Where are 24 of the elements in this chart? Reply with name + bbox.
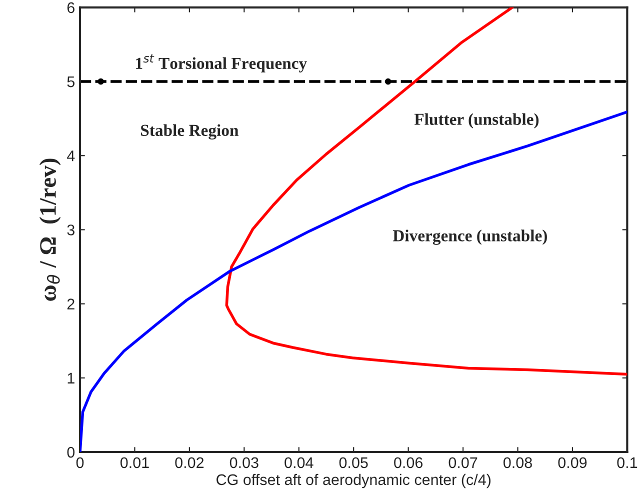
x-tick-label: 0.08 [503,457,532,468]
x-axis-title: CG offset aft of aerodynamic center (c/4) [216,474,491,488]
y-tick-label: 6 [67,2,74,14]
y-tick-label: 2 [67,298,74,310]
ref-line-label: 1$^{st}$ Torsional Frequency [136,54,307,72]
x-tick-label: 0.02 [175,457,204,468]
y-tick-label: 1 [68,372,74,384]
x-tick-label: 0 [76,457,84,468]
x-tick-label: 0.01 [120,457,149,468]
x-tick-label: 0.1 [617,457,638,468]
x-tick-label: 0.03 [230,457,258,468]
y-tick-label: 3 [67,224,74,236]
annotation: Flutter (unstable) [414,113,539,128]
x-tick-label: 0.05 [339,457,368,468]
x-tick-label: 0.07 [448,457,478,468]
y-tick-label: 5 [67,76,74,88]
x-tick-label: 0.09 [558,457,587,468]
y-axis-title: ω$_{θ}$ / Ω (1/rev) [39,158,61,301]
y-tick-label: 4 [66,150,75,162]
x-tick-label: 0.06 [394,457,423,468]
x-tick-label: 0.04 [284,457,314,468]
annotation: Divergence (unstable) [392,230,547,245]
y-tick-label: 0 [67,446,75,458]
annotation: Stable Region [141,124,238,140]
